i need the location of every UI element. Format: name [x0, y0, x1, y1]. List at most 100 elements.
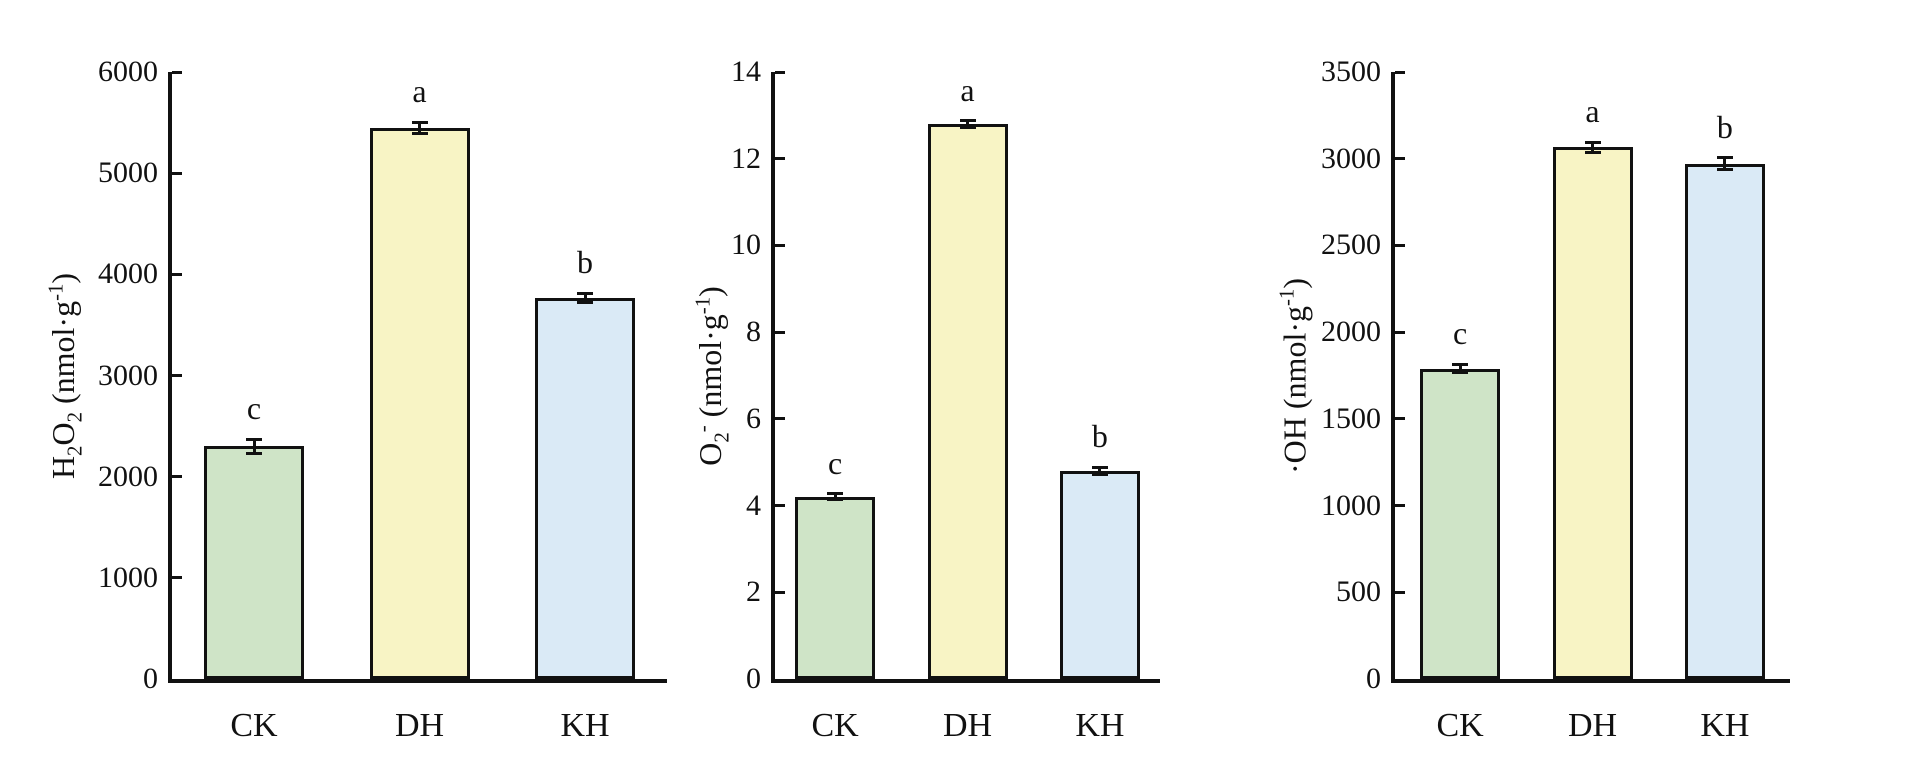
y-tick-2000: [172, 475, 182, 479]
bar-ck-oh: [1420, 368, 1501, 679]
y-tick-14: [775, 70, 785, 74]
y-axis-line: [168, 72, 172, 683]
y-tick-6000: [172, 70, 182, 74]
x-tick-label-dh-h2o2: DH: [394, 707, 445, 744]
y-tick-10: [775, 243, 785, 247]
error-bar-cap-top-ck: [827, 492, 844, 496]
significance-letter-kh-h2o2: b: [577, 244, 593, 281]
y-tick-label-8: 8: [746, 315, 761, 349]
x-tick-label-kh-h2o2: KH: [560, 707, 610, 744]
y-tick-2500: [1395, 243, 1405, 247]
y-tick-500: [1395, 590, 1405, 594]
error-bar-cap-top-ck: [246, 437, 262, 441]
error-bar-cap-bottom-kh: [1091, 472, 1108, 476]
x-tick-label-kh-oh: KH: [1700, 707, 1750, 744]
error-bar-ck: [1458, 364, 1462, 373]
error-bar-dh: [966, 120, 969, 128]
error-bar-dh: [418, 122, 421, 134]
y-tick-1000: [1395, 504, 1405, 508]
y-tick-1500: [1395, 417, 1405, 421]
y-tick-3500: [1395, 70, 1405, 74]
y-tick-6: [775, 417, 785, 421]
y-tick-8: [775, 330, 785, 334]
y-tick-label-6: 6: [746, 401, 761, 435]
bar-kh-oh: [1684, 163, 1765, 679]
error-bar-kh: [583, 293, 587, 303]
bar-ck-o2: [795, 496, 876, 679]
y-tick-label-2000: 2000: [98, 459, 158, 493]
y-tick-label-2000: 2000: [1321, 315, 1381, 349]
bar-dh-oh: [1552, 147, 1633, 679]
bar-dh-o2: [927, 124, 1008, 679]
y-tick-label-1000: 1000: [98, 560, 158, 594]
x-axis-line: [771, 679, 1160, 683]
y-tick-3000: [172, 374, 182, 377]
x-tick-label-kh-o2: KH: [1075, 707, 1125, 744]
significance-letter-ck-oh: c: [1452, 315, 1468, 352]
y-tick-5000: [172, 171, 182, 175]
y-axis-line: [771, 72, 775, 683]
y-tick-label-3000: 3000: [1321, 141, 1381, 175]
error-bar-cap-bottom-dh: [1584, 151, 1601, 155]
y-tick-label-1500: 1500: [1321, 401, 1381, 435]
significance-letter-ck-h2o2: c: [246, 390, 262, 427]
error-bar-cap-bottom-dh: [411, 131, 428, 135]
x-tick-label-dh-oh: DH: [1567, 707, 1618, 744]
y-tick-12: [775, 157, 785, 161]
significance-letter-ck-o2: c: [827, 444, 843, 481]
y-tick-label-0: 0: [1366, 662, 1381, 695]
error-bar-cap-bottom-dh: [959, 125, 976, 129]
x-tick-label-ck-h2o2: CK: [230, 707, 278, 744]
error-bar-cap-top-dh: [1584, 140, 1601, 144]
significance-letter-dh-oh: a: [1585, 93, 1600, 130]
error-bar-cap-bottom-ck: [246, 451, 262, 455]
error-bar-cap-bottom-ck: [1452, 371, 1469, 375]
y-tick-2000: [1395, 330, 1405, 334]
x-tick-label-ck-oh: CK: [1436, 707, 1484, 744]
error-bar-dh: [1591, 142, 1594, 153]
y-tick-label-14: 14: [731, 55, 761, 88]
x-tick-label-ck-o2: CK: [811, 707, 859, 744]
error-bar-cap-top-kh: [1091, 465, 1108, 469]
y-tick-label-3000: 3000: [98, 358, 158, 392]
x-tick-label-dh-o2: DH: [942, 707, 993, 744]
y-tick-1000: [172, 576, 182, 580]
significance-letter-dh-o2: a: [960, 71, 975, 108]
error-bar-cap-bottom-ck: [827, 498, 844, 502]
bar-kh-h2o2: [535, 297, 635, 679]
error-bar-cap-bottom-kh: [1716, 168, 1733, 172]
y-tick-label-4: 4: [746, 488, 761, 522]
y-tick-label-0: 0: [143, 662, 158, 695]
x-axis-line: [1391, 679, 1790, 683]
error-bar-cap-top-dh: [959, 119, 976, 123]
error-bar-cap-top-dh: [411, 120, 428, 124]
y-tick-label-5000: 5000: [98, 156, 158, 190]
error-bar-cap-top-kh: [577, 291, 593, 295]
error-bar-kh: [1098, 467, 1102, 475]
y-tick-4: [775, 504, 785, 508]
x-axis-line: [168, 679, 667, 683]
error-bar-cap-bottom-kh: [577, 300, 593, 304]
y-tick-label-1000: 1000: [1321, 488, 1381, 522]
y-tick-label-2500: 2500: [1321, 228, 1381, 262]
significance-letter-kh-o2: b: [1091, 418, 1108, 455]
y-tick-label-3500: 3500: [1321, 55, 1381, 88]
y-tick-label-12: 12: [731, 141, 761, 175]
y-axis-title-hydroxyl: ·OH (nmol·g-1): [1275, 277, 1313, 474]
error-bar-ck: [252, 439, 256, 454]
bar-ck-h2o2: [204, 446, 304, 679]
y-tick-label-2: 2: [746, 575, 761, 609]
y-tick-label-10: 10: [731, 228, 761, 262]
bar-dh-h2o2: [369, 127, 470, 679]
error-bar-ck: [833, 493, 837, 500]
y-axis-line: [1391, 72, 1395, 683]
y-tick-label-4000: 4000: [98, 257, 158, 291]
y-tick-2: [775, 590, 785, 594]
y-tick-label-6000: 6000: [98, 55, 158, 88]
y-tick-3000: [1395, 157, 1405, 161]
bar-kh-o2: [1059, 470, 1140, 679]
significance-letter-kh-oh: b: [1716, 108, 1733, 145]
